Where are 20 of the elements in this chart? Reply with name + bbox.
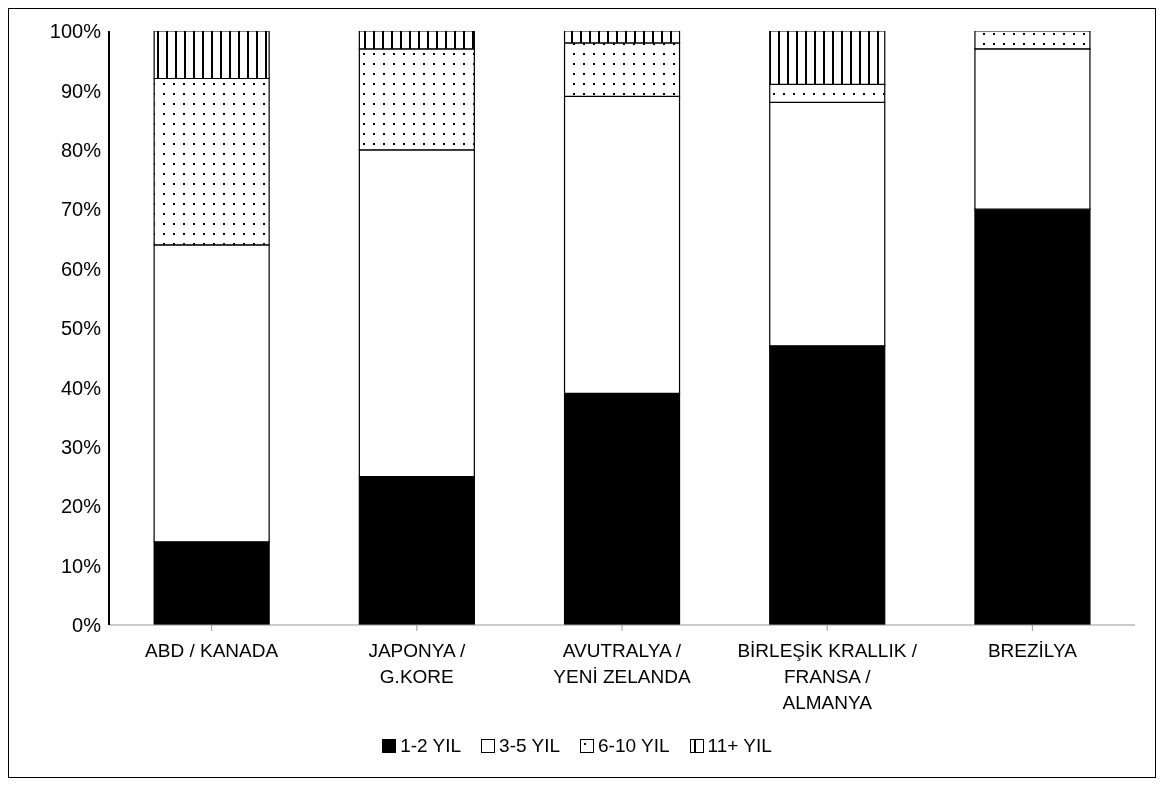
x-tick-label: JAPONYA / G.KORE [368, 640, 466, 687]
y-tick-label: 50% [60, 317, 102, 340]
y-tick-label: 90% [60, 79, 102, 102]
legend-label: 6-10 YIL [597, 735, 670, 757]
y-tick-label: 80% [60, 138, 102, 161]
y-tick-label: 20% [60, 495, 102, 518]
y-tick-label: 40% [60, 376, 102, 399]
y-tick-label: 100% [49, 20, 102, 43]
x-tick-label: BREZİLYA [987, 640, 1078, 661]
x-tick-label: BİRLEŞİK KRALLIK / FRANSA / ALMANYA [737, 640, 918, 713]
legend-label: 3-5 YIL [498, 735, 561, 757]
y-tick-label: 30% [60, 435, 102, 458]
y-tick-label: 70% [60, 198, 102, 221]
x-tick-label: ABD / KANADA [145, 640, 279, 661]
x-tick-label: AVUTRALYA / YENİ ZELANDA [553, 640, 691, 687]
y-tick-label: 60% [60, 257, 102, 280]
y-tick-label: 0% [72, 614, 102, 637]
y-tick-label: 10% [60, 554, 102, 577]
legend-label: 1-2 YIL [399, 735, 462, 757]
legend-label: 11+ YIL [706, 735, 772, 757]
